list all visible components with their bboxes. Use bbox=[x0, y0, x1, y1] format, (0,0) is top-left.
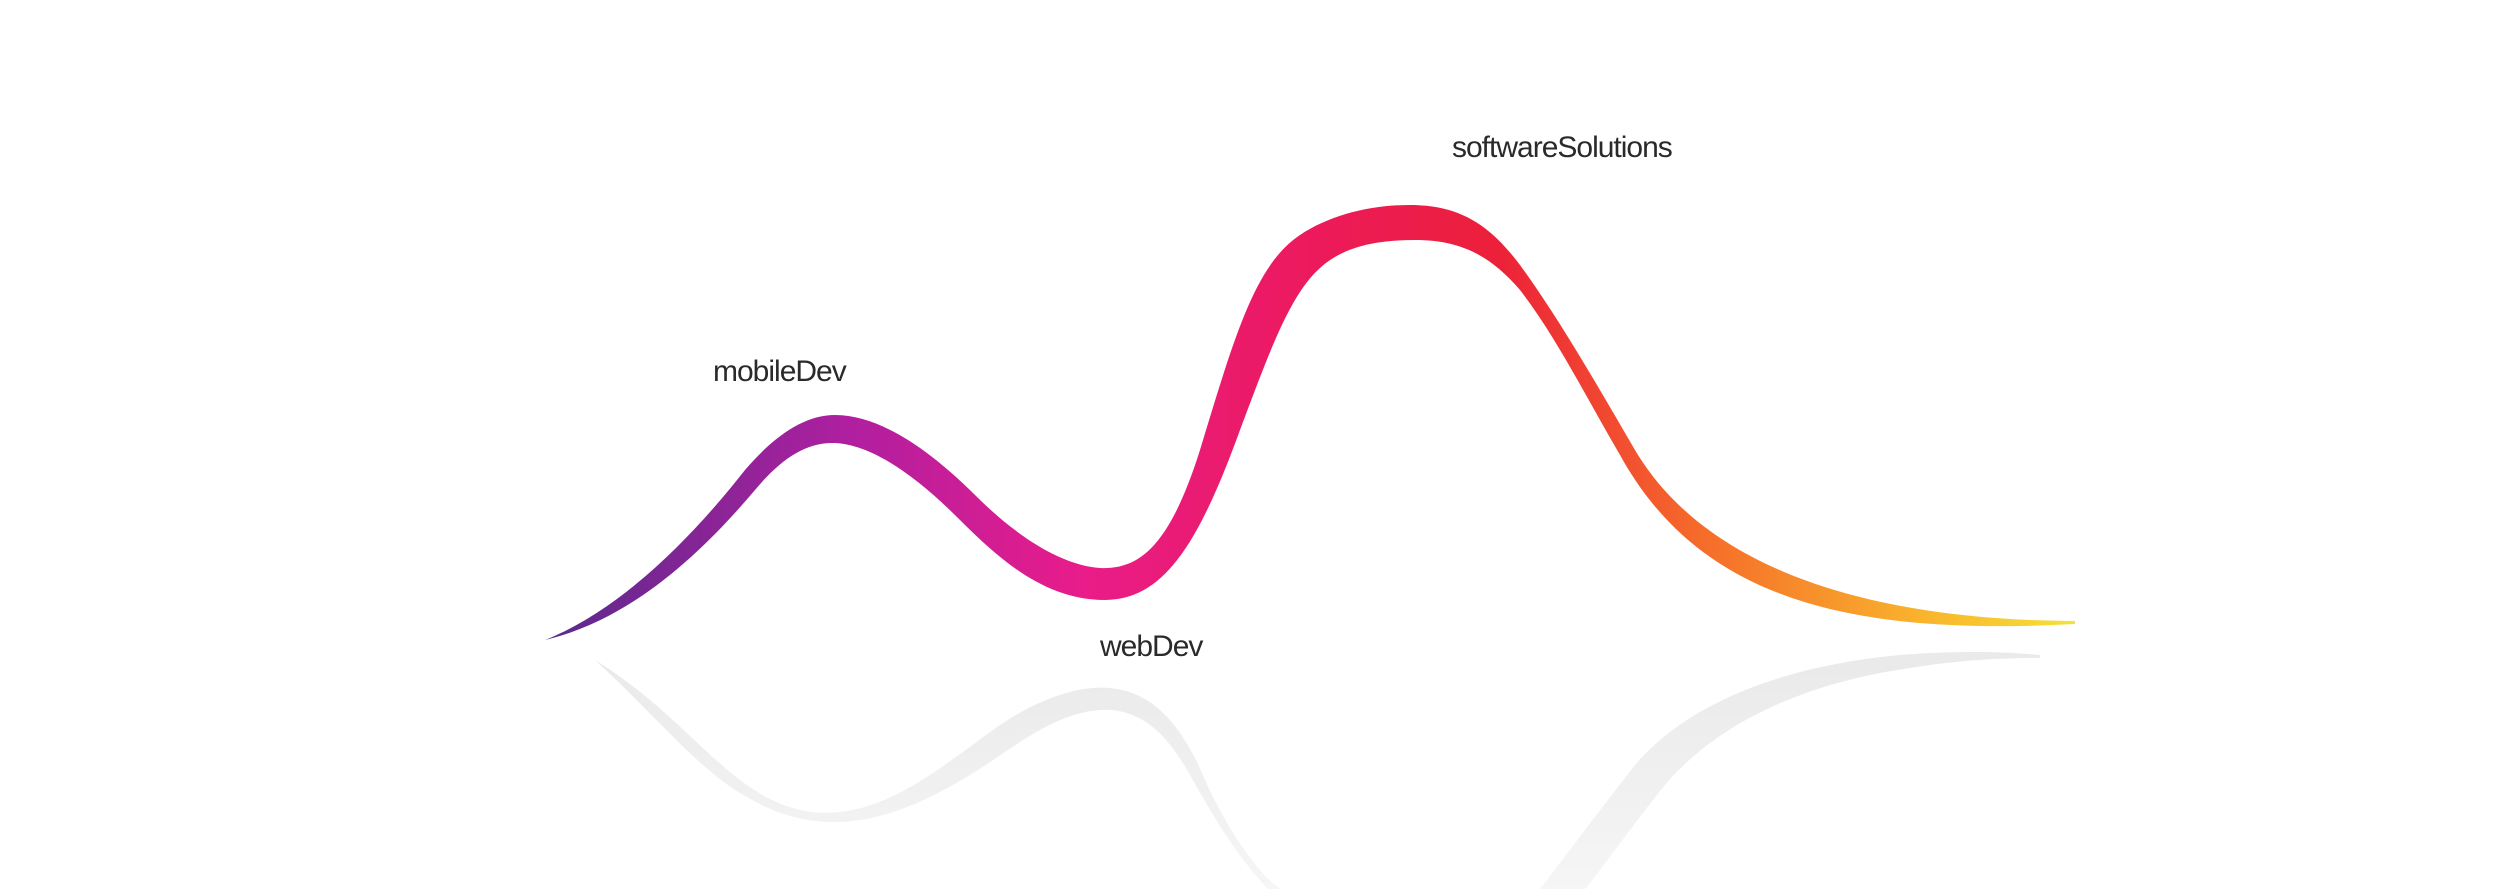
wave-reflection bbox=[595, 651, 2040, 889]
label-software-solutions: softwareSolutions bbox=[1452, 131, 1673, 164]
wave-ribbon bbox=[545, 205, 2075, 640]
label-mobile-dev: mobileDev bbox=[713, 355, 847, 388]
label-web-dev: webDev bbox=[1100, 630, 1203, 663]
